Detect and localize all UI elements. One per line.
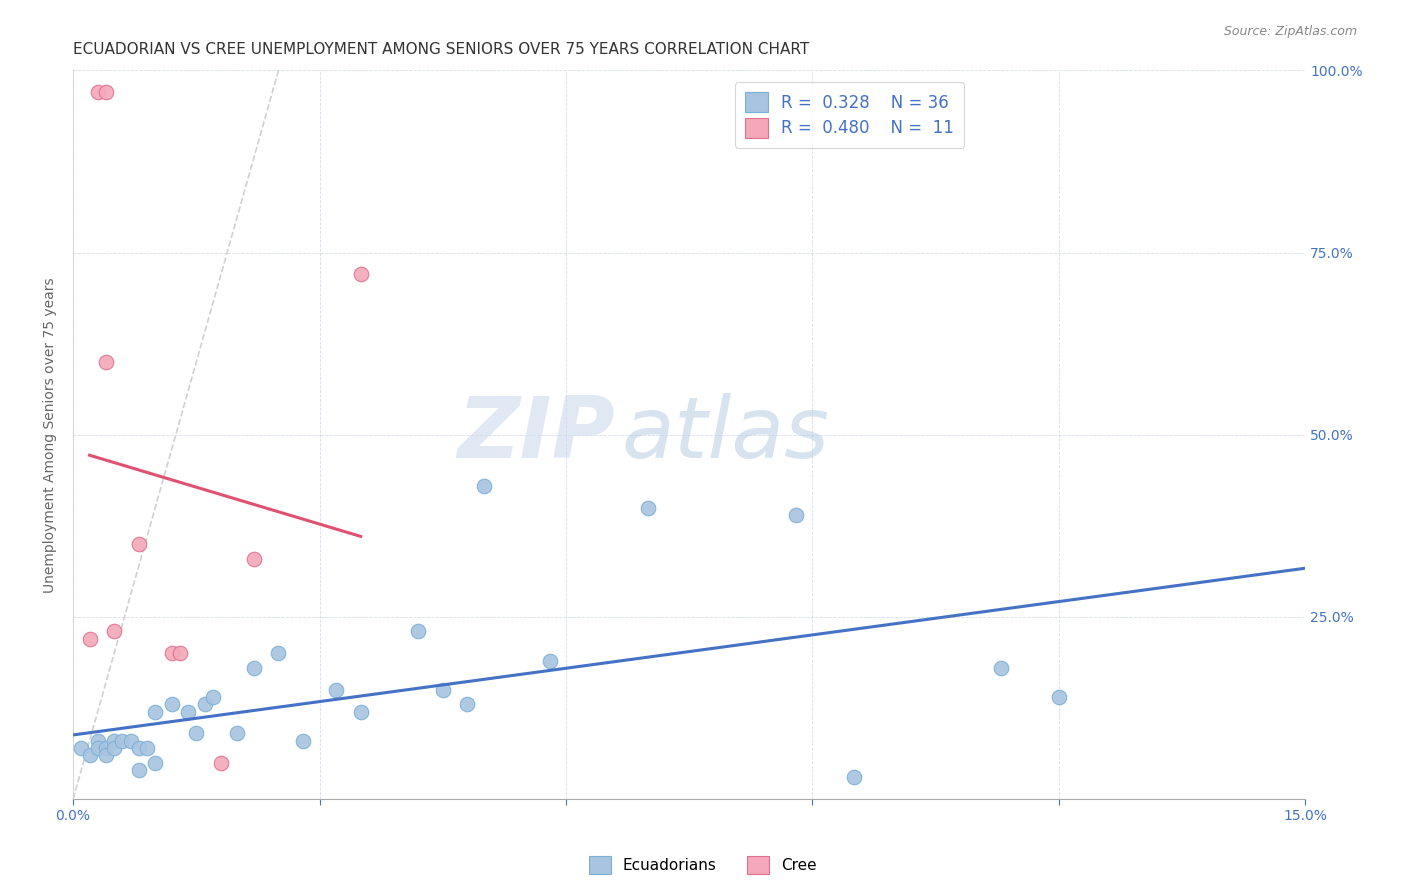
Point <box>349 268 371 282</box>
Point <box>143 705 166 719</box>
Point <box>94 85 117 99</box>
Point <box>128 763 150 777</box>
Point <box>209 756 232 770</box>
Point <box>193 698 215 712</box>
Point <box>169 646 191 660</box>
Point <box>87 85 110 99</box>
Point <box>637 500 659 515</box>
Y-axis label: Unemployment Among Seniors over 75 years: Unemployment Among Seniors over 75 years <box>44 277 58 592</box>
Point <box>349 705 371 719</box>
Point <box>160 698 183 712</box>
Point <box>136 741 159 756</box>
Point <box>120 733 142 747</box>
Point <box>79 632 101 646</box>
Point <box>143 756 166 770</box>
Legend: R =  0.328    N = 36, R =  0.480    N =  11: R = 0.328 N = 36, R = 0.480 N = 11 <box>735 82 965 147</box>
Point <box>842 770 865 784</box>
Point <box>186 726 208 740</box>
Point <box>79 748 101 763</box>
Point <box>160 646 183 660</box>
Point <box>243 551 266 566</box>
Point <box>267 646 290 660</box>
Text: Source: ZipAtlas.com: Source: ZipAtlas.com <box>1223 25 1357 38</box>
Point <box>538 654 561 668</box>
Point <box>94 355 117 369</box>
Point <box>103 741 125 756</box>
Point <box>70 741 93 756</box>
Point <box>103 733 125 747</box>
Point <box>128 741 150 756</box>
Point <box>432 682 454 697</box>
Point <box>94 741 117 756</box>
Point <box>177 705 200 719</box>
Point <box>128 537 150 551</box>
Point <box>292 733 315 747</box>
Point <box>243 661 266 675</box>
Point <box>111 733 134 747</box>
Text: ECUADORIAN VS CREE UNEMPLOYMENT AMONG SENIORS OVER 75 YEARS CORRELATION CHART: ECUADORIAN VS CREE UNEMPLOYMENT AMONG SE… <box>73 42 810 57</box>
Point <box>785 508 807 522</box>
Legend: Ecuadorians, Cree: Ecuadorians, Cree <box>583 850 823 880</box>
Text: ZIP: ZIP <box>458 393 616 476</box>
Point <box>226 726 249 740</box>
Point <box>87 741 110 756</box>
Text: atlas: atlas <box>621 393 830 476</box>
Point <box>87 733 110 747</box>
Point <box>94 748 117 763</box>
Point <box>1047 690 1070 704</box>
Point <box>472 479 495 493</box>
Point <box>103 624 125 639</box>
Point <box>406 624 429 639</box>
Point <box>456 698 478 712</box>
Point <box>990 661 1012 675</box>
Point <box>201 690 224 704</box>
Point <box>325 682 347 697</box>
